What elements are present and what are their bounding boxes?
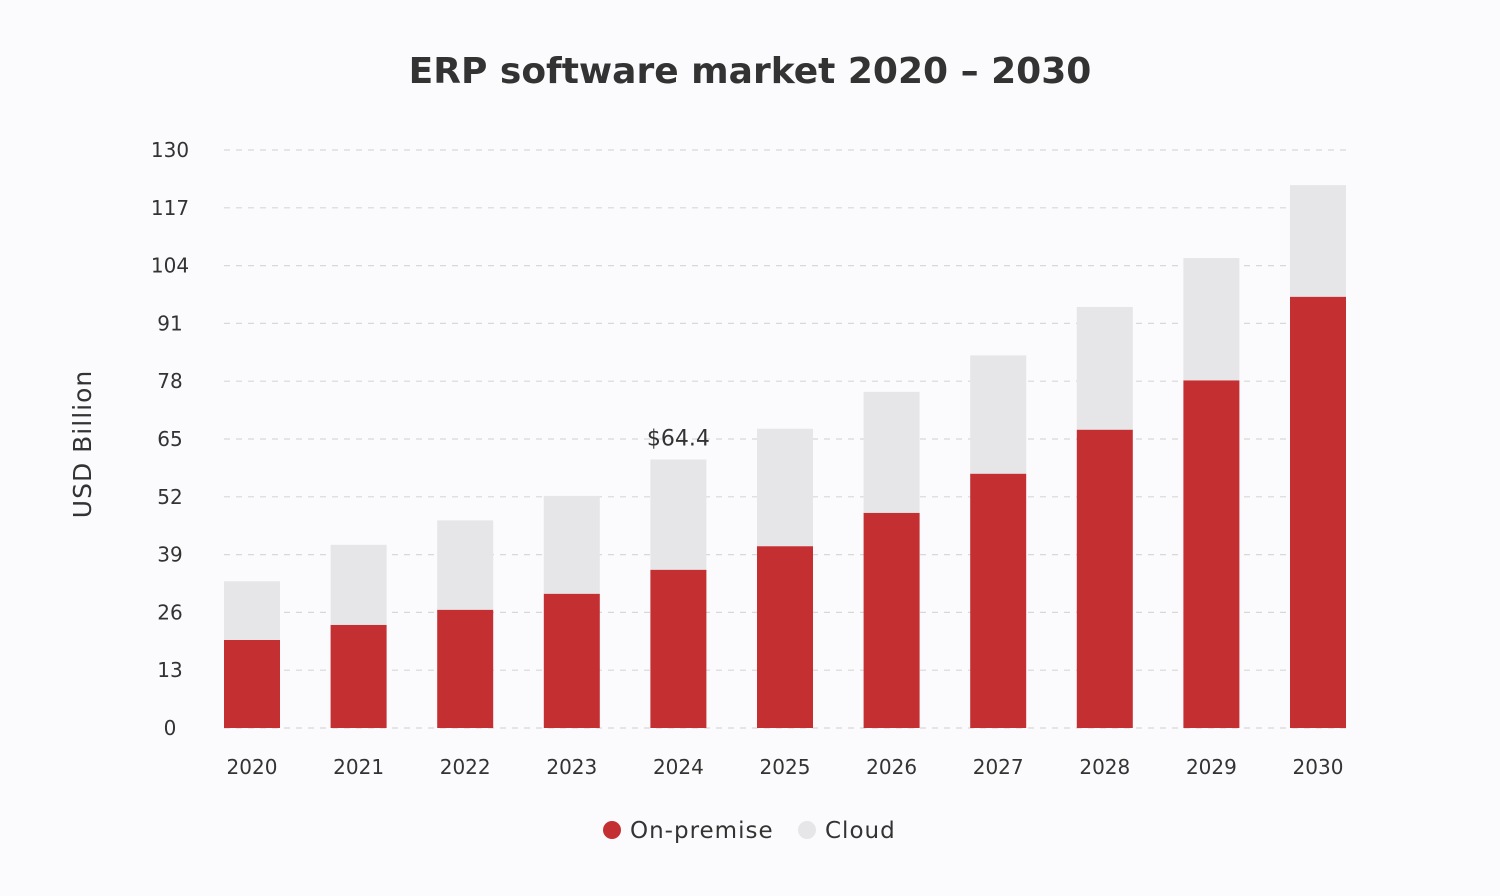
bar-cloud-2029 [1183, 258, 1240, 381]
bar-on-premise-2028 [1076, 429, 1133, 728]
bars [224, 185, 1346, 728]
bar-on-premise-2029 [1183, 380, 1240, 728]
bar-cloud-2022 [437, 520, 494, 610]
y-tick-label: 65 [157, 427, 182, 451]
x-tick-label: 2021 [333, 755, 384, 779]
bar-on-premise-2030 [1290, 296, 1346, 728]
x-tick-label: 2026 [866, 755, 917, 779]
bar-cloud-2024 [650, 459, 707, 570]
y-tick-label: 52 [157, 485, 182, 509]
bar-cloud-2026 [863, 391, 920, 513]
x-tick-label: 2030 [1293, 755, 1344, 779]
x-tick-label: 2024 [653, 755, 704, 779]
x-tick-label: 2028 [1079, 755, 1130, 779]
annotations: $64.4 [647, 426, 710, 451]
y-tick-label: 13 [157, 658, 182, 682]
chart-title: ERP software market 2020 – 2030 [409, 51, 1092, 92]
bar-cloud-2023 [543, 495, 600, 594]
x-tick-label: 2023 [546, 755, 597, 779]
y-tick-label: 130 [151, 138, 189, 162]
bar-on-premise-2021 [330, 624, 387, 728]
value-annotation: $64.4 [647, 426, 710, 451]
x-tick-label: 2029 [1186, 755, 1237, 779]
y-tick-label: 26 [157, 600, 182, 624]
bar-on-premise-2026 [863, 512, 920, 728]
x-tick-label: 2022 [440, 755, 491, 779]
bar-cloud-2025 [757, 428, 813, 547]
bar-cloud-2030 [1290, 185, 1346, 297]
y-tick-label: 78 [157, 369, 182, 393]
x-tick-label: 2025 [760, 755, 811, 779]
y-axis-ticks: 0 13 26 39 52 65 78 91 104 117 130 [151, 138, 189, 740]
bar-on-premise-2022 [437, 609, 494, 728]
y-tick-label: 104 [151, 254, 189, 278]
bar-cloud-2027 [970, 355, 1027, 474]
y-tick-label: 117 [151, 196, 189, 220]
legend-label: Cloud [825, 818, 896, 844]
x-axis-ticks: 2020 2021 2022 2023 2024 2025 2026 2027 2028 2029… [227, 755, 1344, 779]
y-axis-label: USD Billion [68, 370, 97, 518]
bar-on-premise-2024 [650, 569, 707, 728]
y-tick-label: 0 [164, 716, 177, 740]
legend-swatch-cloud [798, 821, 816, 839]
bar-cloud-2021 [330, 544, 387, 625]
legend: On-premise Cloud [603, 818, 896, 844]
bar-on-premise-2025 [757, 546, 813, 728]
bar-cloud-2028 [1076, 306, 1133, 430]
legend-swatch-on-premise [603, 821, 621, 839]
y-tick-label: 91 [157, 311, 182, 335]
legend-label: On-premise [630, 818, 774, 844]
bar-cloud-2020 [224, 581, 280, 640]
bar-on-premise-2023 [543, 593, 600, 728]
y-tick-label: 39 [157, 543, 182, 567]
x-tick-label: 2020 [227, 755, 278, 779]
bar-on-premise-2027 [970, 473, 1027, 728]
bar-on-premise-2020 [224, 639, 280, 728]
x-tick-label: 2027 [973, 755, 1024, 779]
